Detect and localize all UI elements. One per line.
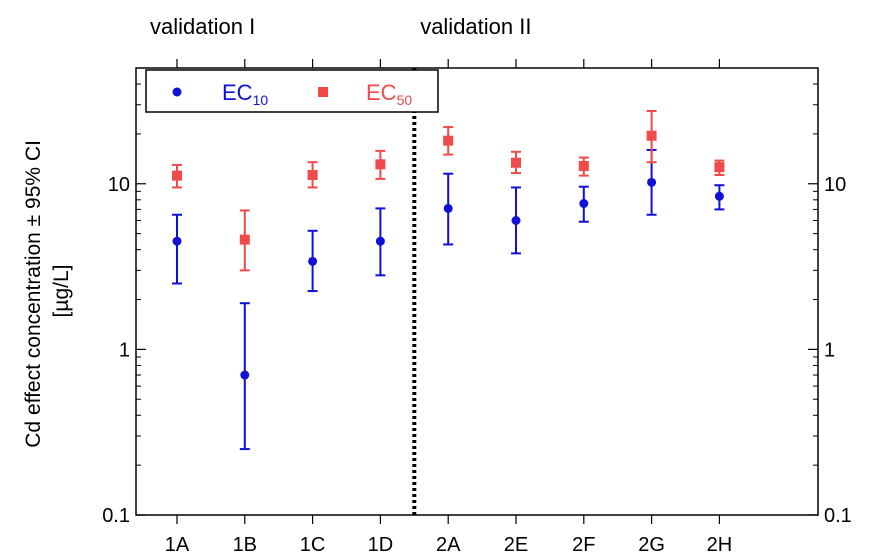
data-point xyxy=(511,216,521,226)
data-point xyxy=(579,199,589,209)
data-point xyxy=(714,162,725,173)
legend-marker xyxy=(172,87,182,97)
legend: EC10 EC50 xyxy=(145,69,439,113)
legend-marker xyxy=(318,87,328,97)
y-tick-labels-left: 0.1 1 10 xyxy=(102,174,130,527)
x-tick-label: 2E xyxy=(504,534,528,556)
data-point xyxy=(172,170,182,181)
data-point xyxy=(375,159,386,170)
x-tick-label: 1C xyxy=(300,534,326,556)
legend-label-main: EC xyxy=(222,80,253,105)
legend-label-main: EC xyxy=(366,80,397,105)
data-point xyxy=(578,161,589,172)
y-tick-label-left: 10 xyxy=(108,174,130,196)
group-label: validation II xyxy=(420,14,531,39)
data-point xyxy=(443,135,454,146)
x-tick-labels: 1A 1B 1C 1D 2A 2E 2F 2G 2H xyxy=(165,534,732,556)
data-point xyxy=(646,130,657,141)
x-tick-label: 2H xyxy=(707,534,733,556)
legend-label: EC10 xyxy=(222,80,268,108)
y-tick-label-right: 0.1 xyxy=(824,505,852,527)
series-ec10 xyxy=(172,148,725,451)
axis-ticks xyxy=(136,59,818,524)
data-point xyxy=(443,203,453,213)
y-tick-label-right: 1 xyxy=(824,339,835,361)
data-point xyxy=(240,370,250,380)
plot-frame xyxy=(135,67,819,516)
data-point xyxy=(172,236,182,246)
group-label: validation I xyxy=(150,14,255,39)
series-layer xyxy=(172,110,725,451)
y-tick-labels-right: 0.1 1 10 xyxy=(824,174,852,527)
x-tick-label: 1D xyxy=(368,534,394,556)
legend-label: EC50 xyxy=(366,80,412,108)
y-tick-label-right: 10 xyxy=(824,174,846,196)
y-axis-label: Cd effect concentration ± 95% CI [µg/L] xyxy=(22,134,73,447)
x-tick-label: 2A xyxy=(436,534,461,556)
y-tick-label-left: 1 xyxy=(119,339,130,361)
series-ec50 xyxy=(172,110,725,272)
legend-label-subscript: 50 xyxy=(397,92,413,108)
data-point xyxy=(375,236,385,246)
y-axis-label-line1: Cd effect concentration ± 95% CI xyxy=(22,140,45,448)
data-point xyxy=(239,234,250,245)
y-axis-label-line2: [µg/L] xyxy=(50,265,73,318)
data-point xyxy=(714,191,724,201)
data-point xyxy=(647,177,657,187)
x-tick-label: 2F xyxy=(572,534,595,556)
data-point xyxy=(308,256,318,266)
x-tick-label: 1A xyxy=(165,534,190,556)
y-tick-label-left: 0.1 xyxy=(102,505,130,527)
legend-box xyxy=(145,69,439,113)
x-tick-label: 1B xyxy=(233,534,257,556)
data-point xyxy=(511,157,521,168)
x-tick-label: 2G xyxy=(638,534,665,556)
legend-label-subscript: 10 xyxy=(253,92,269,108)
group-labels: validation I validation II xyxy=(150,14,531,39)
data-point xyxy=(307,169,318,180)
